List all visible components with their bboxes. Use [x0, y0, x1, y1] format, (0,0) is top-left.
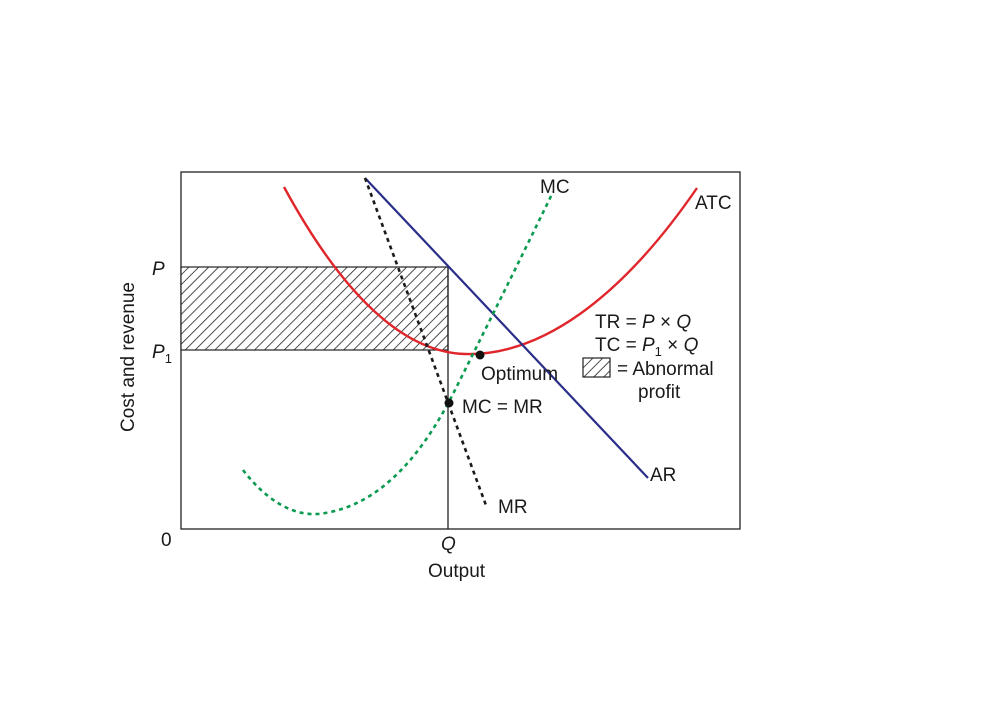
origin-label: 0 [161, 530, 172, 551]
x-axis-label: Output [428, 561, 486, 582]
mr-label: MR [498, 497, 528, 518]
ar-label: AR [650, 465, 676, 486]
atc-label: ATC [695, 193, 732, 214]
mc-curve [241, 191, 555, 516]
tc-formula: TC = P1 × Q [595, 335, 699, 359]
legend-hatch-swatch [582, 357, 611, 378]
legend-profit: profit [638, 382, 681, 403]
p-tick: P [152, 259, 165, 280]
mcmr-point [444, 398, 454, 408]
mcmr-label: MC = MR [462, 397, 543, 418]
abnormal-profit-area [180, 266, 449, 351]
mr-curve [363, 177, 489, 509]
optimum-label: Optimum [481, 364, 558, 385]
ar-curve [364, 177, 649, 479]
atc-curve [282, 186, 698, 356]
y-axis-label: Cost and revenue [118, 282, 139, 432]
legend-abnormal: = Abnormal [617, 359, 714, 380]
p1-tick: P1 [152, 342, 172, 366]
mc-label: MC [540, 177, 570, 198]
tr-formula: TR = P × Q [595, 312, 691, 333]
q-tick: Q [441, 534, 456, 555]
optimum-point [475, 350, 485, 360]
